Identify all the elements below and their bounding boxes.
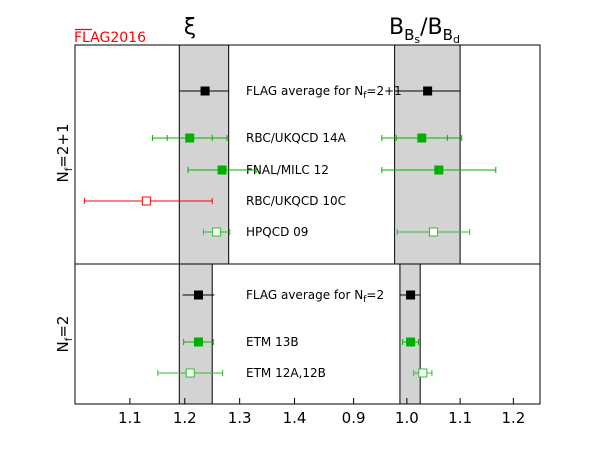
- data-point-xi: [193, 290, 203, 300]
- data-point-b: [418, 368, 428, 378]
- row-label-flag-avg-nf2: FLAG average for Nf=2: [246, 288, 384, 305]
- x-tick-label: 1.3: [228, 409, 252, 427]
- row-label-etm-12a-12b: ETM 12A,12B: [246, 366, 326, 380]
- data-marks: [83, 86, 497, 378]
- row-label-etm-13b: ETM 13B: [246, 335, 299, 349]
- row-label-flag-avg-nf21: FLAG average for Nf=2+1: [246, 84, 402, 101]
- data-point-b: [428, 227, 438, 237]
- data-point-b: [406, 337, 416, 347]
- x-tick-label: 1.1: [118, 409, 142, 427]
- x-tick-label: 1.0: [395, 409, 419, 427]
- data-point-xi: [193, 337, 203, 347]
- panel-title-xi: ξ: [184, 15, 196, 40]
- data-point-xi: [185, 368, 195, 378]
- plot-frame: [74, 44, 541, 405]
- x-tick-label: 0.9: [342, 409, 366, 427]
- x-tick-label: 1.2: [501, 409, 525, 427]
- data-point-xi: [212, 227, 222, 237]
- average-bands: [178, 44, 461, 405]
- row-label-rbc-ukqcd-10c: RBC/UKQCD 10C: [246, 194, 346, 208]
- average-band-panel1-group0: [394, 44, 461, 265]
- x-tick-label: 1.2: [173, 409, 197, 427]
- data-point-xi: [141, 196, 151, 206]
- logo-text: FLAG2016: [74, 30, 146, 46]
- data-point-b: [417, 133, 427, 143]
- average-band-panel0-group0: [178, 44, 230, 265]
- row-label-rbc-ukqcd-14a: RBC/UKQCD 14A: [246, 131, 347, 145]
- data-point-xi: [185, 133, 195, 143]
- x-tick-label: 1.4: [283, 409, 307, 427]
- x-axis-ticks: 1.1 1.2 1.3 1.4 0.9 1.0 1.1 1.2: [118, 398, 525, 427]
- average-band-panel1-group1: [399, 263, 421, 405]
- data-point-b: [406, 290, 416, 300]
- x-tick-label: 1.1: [448, 409, 472, 427]
- average-band-panel0-group1: [178, 263, 213, 405]
- data-point-xi: [200, 86, 210, 96]
- row-label-fnal-milc-12: FNAL/MILC 12: [246, 163, 329, 177]
- group-label-nf-2-1: Nf=2+1: [54, 124, 75, 183]
- data-point-b: [434, 165, 444, 175]
- data-point-xi: [217, 165, 227, 175]
- flag-logo: FLAG2016: [74, 28, 146, 46]
- panel-title-bbs-bbd: BBs/BBd: [389, 15, 460, 46]
- row-labels: FLAG average for Nf=2+1 RBC/UKQCD 14A FN…: [246, 84, 402, 380]
- row-label-hpqcd-09: HPQCD 09: [246, 225, 308, 239]
- data-point-b: [423, 86, 433, 96]
- group-label-nf-2: Nf=2: [54, 316, 75, 353]
